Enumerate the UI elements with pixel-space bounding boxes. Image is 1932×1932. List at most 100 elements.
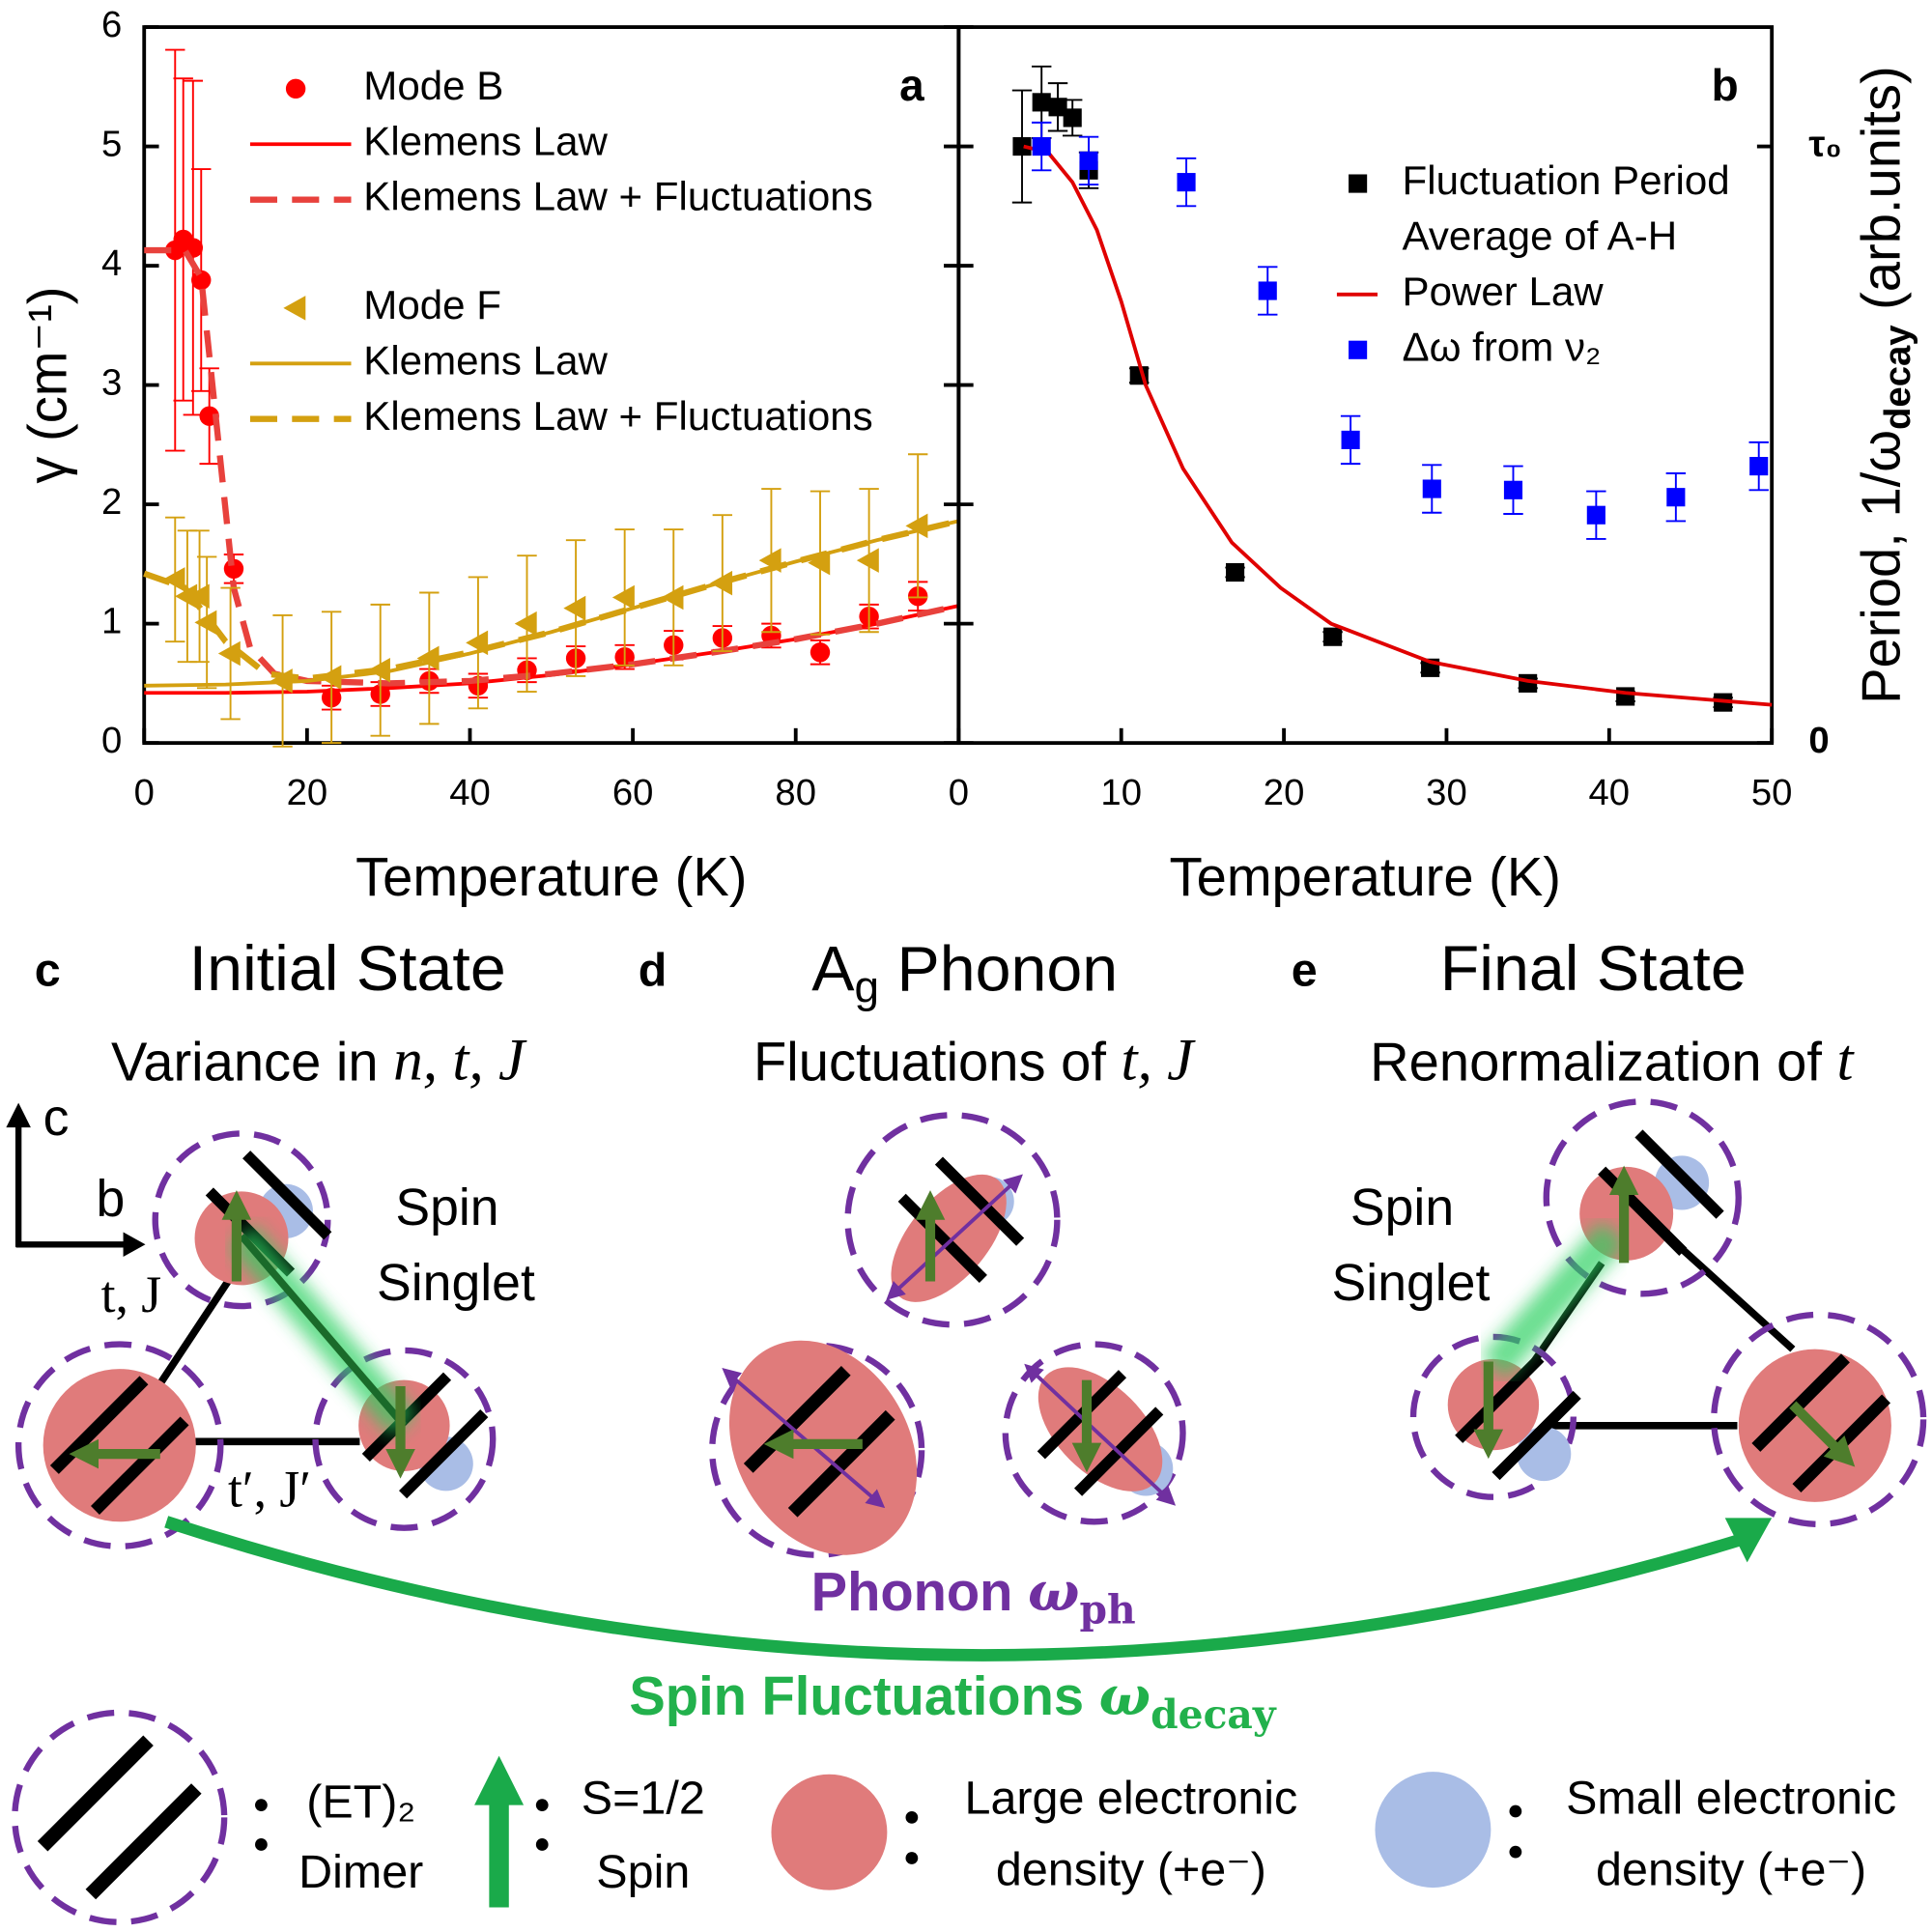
axis-label: c — [43, 1090, 70, 1147]
subtitle-math: n, t, J — [393, 1027, 527, 1093]
panel-letter: e — [1292, 944, 1318, 996]
legend-text: density (+e⁻) — [1596, 1844, 1866, 1896]
spin-arrow — [1789, 1401, 1856, 1467]
data-point — [1012, 137, 1032, 156]
colon — [905, 1852, 919, 1864]
y-tick-label: 3 — [101, 362, 122, 404]
data-point — [285, 78, 306, 99]
colon — [905, 1811, 919, 1824]
data-point — [1749, 457, 1769, 476]
panel-letter: d — [639, 944, 668, 996]
plot-frame — [956, 25, 1775, 746]
panel-letter: a — [899, 60, 924, 110]
bond — [147, 1279, 232, 1401]
panel-d-diagram — [709, 1112, 1186, 1558]
data-point — [217, 640, 241, 667]
legend-text: (ET)₂ — [306, 1776, 415, 1828]
panel-subtitle: Renormalization of t — [1370, 1027, 1855, 1093]
colon — [255, 1838, 268, 1851]
title-part: Period, 1/ω — [1850, 430, 1911, 704]
data-point — [563, 595, 586, 621]
panel-subtitle: Fluctuations of t, J — [753, 1027, 1196, 1093]
data-point — [1586, 505, 1605, 525]
label-text: Spin Fluctuations — [629, 1665, 1098, 1726]
x-tick-label: 80 — [775, 772, 816, 813]
dimer-site — [1543, 1098, 1742, 1297]
x-tick-label: 10 — [1100, 772, 1142, 813]
y2-axis-title: Period, 1/ωdecay (arb.units) — [1850, 66, 1918, 704]
axis-label: b — [96, 1171, 125, 1228]
label-text: Phonon — [811, 1561, 1028, 1622]
panel-headers: c Initial State Variance in n, t, J d Ag… — [35, 933, 1856, 1093]
legend-label: Δω from ν₂ — [1403, 324, 1602, 369]
process: Phonon ωph Spin Fluctuations ωdecay — [164, 1516, 1773, 1738]
arrow-head — [123, 1232, 146, 1258]
colon — [1509, 1804, 1522, 1818]
data-point — [1666, 488, 1686, 507]
data-point — [905, 513, 928, 539]
y-tick-label: 1 — [101, 601, 122, 642]
legend-text: Small electronic — [1566, 1773, 1896, 1825]
data-point — [1032, 93, 1051, 112]
panel-e-diagram: Spin Singlet — [1332, 1098, 1927, 1527]
colon — [535, 1799, 549, 1811]
vibration-arrow — [1024, 1363, 1177, 1506]
legend-text: Large electronic — [965, 1773, 1298, 1825]
y-tick-label: 2 — [101, 481, 122, 523]
x-tick-label: 20 — [287, 772, 328, 813]
data-point — [194, 610, 217, 636]
vibration-arrow — [886, 1174, 1023, 1300]
title-rest: Phonon — [879, 933, 1118, 1005]
data-point — [856, 548, 879, 573]
dimer-site — [709, 1342, 925, 1558]
panel-title: Initial State — [189, 933, 506, 1005]
data-point — [1323, 627, 1343, 646]
y-tick-label: 0 — [101, 720, 122, 761]
panel-letter: c — [35, 944, 61, 996]
data-point — [1177, 173, 1196, 192]
label-sub: decay — [1151, 1691, 1277, 1738]
data-point — [1258, 281, 1277, 300]
y-tick-label: 6 — [101, 4, 122, 45]
data-point — [1226, 562, 1245, 582]
singlet-glow — [1480, 1220, 1628, 1379]
data-point — [810, 642, 831, 663]
label-symbol: ω — [1099, 1664, 1151, 1728]
dimer-site — [1711, 1311, 1927, 1527]
x-tick-label: 0 — [134, 772, 155, 813]
subtitle-text: Fluctuations of — [753, 1031, 1121, 1092]
subtitle-math: t, J — [1122, 1027, 1197, 1093]
title-part: (arb.units) — [1850, 66, 1911, 325]
legend-text: Dimer — [298, 1846, 423, 1898]
data-point — [1503, 480, 1523, 499]
singlet-label: Singlet — [377, 1255, 535, 1312]
bond — [239, 1233, 408, 1429]
y-tick-label: 5 — [101, 124, 122, 165]
dimer-site — [1002, 1341, 1186, 1525]
data-point — [175, 583, 198, 609]
data-point — [514, 611, 537, 637]
x-tick-label: 40 — [449, 772, 491, 813]
fit-line — [144, 604, 959, 696]
label-symbol: ω — [1028, 1559, 1079, 1623]
title-sub: g — [855, 962, 880, 1012]
dimer-site — [14, 1341, 224, 1549]
fit-line — [144, 246, 960, 687]
title-text: A — [811, 933, 855, 1005]
legend-text: S=1/2 — [582, 1773, 705, 1825]
colon — [1509, 1845, 1522, 1859]
legend-label: Mode B — [363, 63, 503, 108]
fluctuation-arrow — [164, 1516, 1749, 1662]
singlet-label: Spin — [1350, 1179, 1454, 1236]
data-point — [1422, 479, 1441, 498]
legend-dimer-site — [12, 1709, 228, 1925]
panel-subtitle: Variance in n, t, J — [111, 1027, 527, 1093]
data-point — [186, 583, 210, 609]
panel-letter: b — [1712, 60, 1739, 110]
colon — [255, 1799, 268, 1811]
large-density — [43, 1369, 196, 1522]
arrow-head — [6, 1102, 31, 1128]
arrow-head — [474, 1755, 525, 1805]
legend-label: Fluctuation Period — [1403, 157, 1730, 203]
